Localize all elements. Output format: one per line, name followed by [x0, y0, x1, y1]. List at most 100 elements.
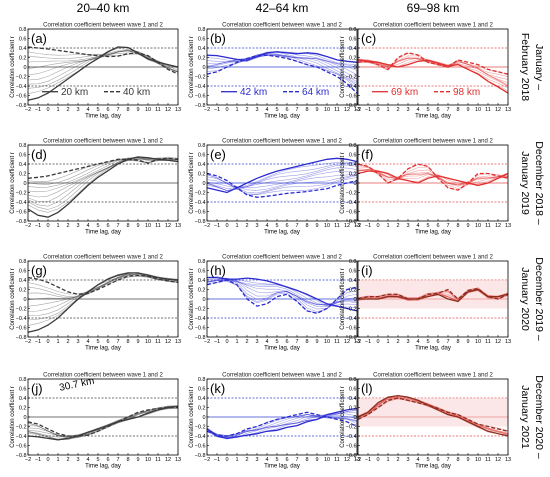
legend-solid-label: 42 km: [240, 87, 267, 98]
x-tick-label: 12: [495, 223, 501, 229]
x-tick-label: −2: [204, 223, 210, 229]
y-tick-label: 0.6: [349, 387, 357, 393]
x-tick-label: 1: [386, 339, 389, 345]
x-tick-label: −2: [204, 107, 210, 113]
y-tick-label: 0.8: [349, 377, 357, 383]
x-tick-label: 9: [136, 339, 139, 345]
x-axis-label: Time lag, day: [264, 114, 300, 120]
column-header-2: 42–64 km: [256, 1, 309, 15]
y-axis-label: Correlation coefficient r: [340, 268, 346, 330]
y-tick-label: 0.6: [198, 269, 206, 275]
legend-dashed-label: 98 km: [453, 87, 480, 98]
row-label-line: December 2018 –: [533, 141, 545, 225]
x-axis-label: Time lag, day: [415, 346, 451, 352]
y-axis-label: Correlation coefficient r: [10, 386, 16, 448]
x-tick-label: −2: [355, 107, 361, 113]
x-tick-label: 13: [505, 223, 511, 229]
x-tick-label: 12: [344, 107, 350, 113]
x-tick-label: 0: [376, 339, 379, 345]
x-axis-label: Time lag, day: [264, 346, 300, 352]
y-tick-label: 0.6: [19, 387, 27, 393]
x-axis-label: Time lag, day: [85, 346, 121, 352]
ensemble-line: [206, 174, 358, 196]
y-tick-label: 0: [202, 297, 205, 303]
x-tick-label: 7: [116, 339, 119, 345]
x-tick-label: 12: [344, 339, 350, 345]
x-tick-label: 1: [56, 339, 59, 345]
y-tick-label: −0.6: [195, 210, 206, 216]
series-line-solid: [357, 59, 509, 94]
y-tick-label: −0.6: [16, 210, 27, 216]
x-tick-label: 10: [145, 457, 151, 463]
y-axis-label: Correlation coefficient r: [189, 268, 195, 330]
series-line-dashed: [27, 406, 178, 437]
row-label-line: February 2018: [519, 33, 531, 101]
y-tick-label: −0.4: [16, 200, 27, 206]
ensemble-line: [206, 55, 358, 83]
y-tick-label: −0.2: [16, 425, 27, 431]
ensemble-line: [27, 405, 179, 440]
y-tick-label: 0.2: [19, 406, 27, 412]
y-tick-label: −0.6: [16, 444, 27, 450]
panel-title: Correlation coefficient between wave 1 a…: [373, 373, 493, 379]
y-tick-label: −0.2: [346, 307, 357, 313]
spread-band: [358, 398, 508, 427]
x-tick-label: −1: [214, 107, 220, 113]
x-tick-label: 5: [96, 223, 99, 229]
x-tick-label: 9: [315, 457, 318, 463]
panel-letter: (a): [31, 31, 47, 46]
y-tick-label: −0.6: [195, 326, 206, 332]
y-tick-label: 0.6: [19, 269, 27, 275]
x-tick-label: 3: [76, 457, 79, 463]
panel-k: Correlation coefficient between wave 1 a…: [189, 373, 360, 470]
x-tick-label: 12: [165, 223, 171, 229]
panel-title: Correlation coefficient between wave 1 a…: [222, 373, 342, 379]
ensemble-line: [27, 275, 179, 297]
y-tick-label: −0.6: [346, 94, 357, 100]
x-tick-label: 0: [225, 223, 228, 229]
ensemble-line: [206, 51, 358, 71]
y-tick-label: 0.8: [19, 143, 27, 149]
x-tick-label: 2: [66, 339, 69, 345]
x-tick-label: 8: [456, 457, 459, 463]
ensemble-line: [27, 273, 179, 312]
x-tick-label: 13: [175, 457, 181, 463]
panel-title: Correlation coefficient between wave 1 a…: [222, 139, 342, 145]
panel-letter: (f): [361, 147, 373, 162]
series-line-dashed: [357, 397, 509, 432]
x-tick-label: 10: [324, 107, 330, 113]
y-tick-label: 0.4: [19, 396, 27, 402]
ensemble-line: [206, 414, 358, 438]
x-tick-label: 7: [116, 457, 119, 463]
x-tick-label: 5: [275, 107, 278, 113]
y-tick-label: 0.8: [19, 377, 27, 383]
y-tick-label: 0.4: [349, 162, 357, 168]
panel-g: Correlation coefficient between wave 1 a…: [10, 255, 181, 352]
y-tick-label: 0: [353, 65, 356, 71]
x-tick-label: 0: [225, 457, 228, 463]
x-tick-label: 13: [505, 107, 511, 113]
ensemble-line: [357, 52, 509, 76]
x-tick-label: 2: [396, 107, 399, 113]
y-tick-label: −0.6: [346, 444, 357, 450]
legend-dashed-label: 64 km: [302, 87, 329, 98]
x-tick-label: 10: [145, 339, 151, 345]
x-tick-label: 4: [416, 339, 419, 345]
y-tick-label: −0.2: [346, 425, 357, 431]
y-tick-label: −0.4: [195, 434, 206, 440]
ensemble-line: [357, 395, 509, 436]
y-tick-label: 0.6: [198, 387, 206, 393]
x-tick-label: 5: [275, 457, 278, 463]
x-tick-label: −2: [355, 457, 361, 463]
y-tick-label: −0.4: [346, 84, 357, 90]
y-tick-label: 0.8: [198, 377, 206, 383]
x-tick-label: 5: [426, 223, 429, 229]
x-tick-label: 10: [145, 107, 151, 113]
ensemble-line: [357, 58, 509, 89]
y-tick-label: −0.6: [16, 326, 27, 332]
y-tick-label: 0.4: [198, 46, 206, 52]
x-tick-label: −1: [365, 339, 371, 345]
x-tick-label: 2: [245, 457, 248, 463]
x-tick-label: 10: [324, 223, 330, 229]
y-tick-label: −0.8: [16, 335, 27, 341]
